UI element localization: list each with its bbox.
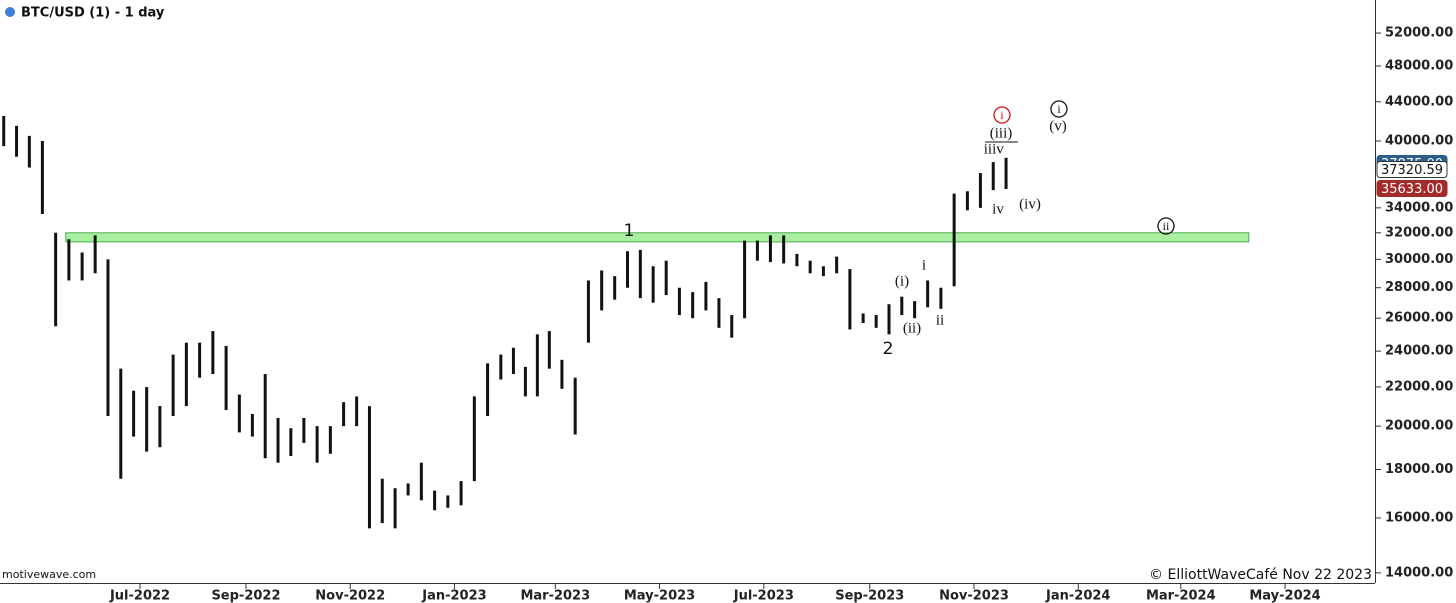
x-tick-label: Jul-2023 [733, 589, 794, 603]
x-tick-label: Nov-2022 [315, 589, 385, 603]
y-tick-label: 14000.00 [1385, 565, 1453, 580]
x-tick-label: Mar-2023 [520, 589, 590, 603]
y-tick-label: 16000.00 [1385, 510, 1453, 525]
wave-label: (iv) [1019, 196, 1041, 212]
wave-circle [1157, 217, 1175, 235]
wave-label: (v) [1049, 118, 1067, 134]
source: motivewave.com [2, 568, 96, 581]
y-tick-label: 48000.00 [1385, 58, 1453, 73]
y-tick-label: 34000.00 [1385, 200, 1453, 215]
y-tick-label: 18000.00 [1385, 462, 1453, 477]
y-tick-label: 28000.00 [1385, 280, 1453, 295]
y-tick-label: 24000.00 [1385, 344, 1453, 359]
x-tick-label: Sep-2022 [211, 589, 280, 603]
wave-label: i [1000, 108, 1004, 122]
wave-label: (i) [895, 273, 909, 289]
plot-area [2, 116, 1250, 529]
x-tick-label: Jan-2023 [421, 589, 486, 603]
wave-label: (iii) [990, 125, 1013, 141]
symbol-dot [5, 7, 15, 17]
price-label: 35633.00 [1381, 182, 1443, 197]
chart-title: BTC/USD (1) - 1 day [21, 6, 165, 21]
y-tick-label: 30000.00 [1385, 252, 1453, 267]
y-tick-label: 44000.00 [1385, 94, 1453, 109]
y-tick-label: 52000.00 [1385, 26, 1453, 41]
wave-label: iii [984, 141, 997, 157]
credit: © ElliottWaveCafé Nov 22 2023 [1149, 567, 1372, 583]
x-tick-label: Nov-2023 [939, 589, 1009, 603]
wave-label: 2 [883, 339, 894, 359]
x-tick-label: May-2024 [1249, 589, 1320, 603]
x-tick-label: Jul-2022 [109, 589, 170, 603]
y-tick-label: 26000.00 [1385, 311, 1453, 326]
price-label-box [1376, 161, 1448, 179]
x-tick-label: May-2023 [624, 589, 695, 603]
wave-label: v [996, 141, 1004, 157]
wave-label: iv [992, 201, 1004, 217]
price-label-box [1376, 180, 1448, 198]
wave-label: 1 [624, 221, 635, 241]
resistance-zone [65, 232, 1250, 243]
wave-label: ii [1163, 219, 1170, 233]
wave-label: ii [936, 312, 944, 328]
wave-circle [1050, 100, 1068, 118]
x-tick-label: Sep-2023 [835, 589, 904, 603]
y-tick-label: 32000.00 [1385, 225, 1453, 240]
wave-label: (ii) [903, 320, 921, 336]
wave-label: i [922, 257, 926, 273]
x-tick-label: Mar-2024 [1146, 589, 1216, 603]
y-tick-label: 40000.00 [1385, 133, 1453, 148]
price-label: 37320.59 [1381, 163, 1443, 178]
y-tick-label: 22000.00 [1385, 379, 1453, 394]
y-tick-label: 20000.00 [1385, 419, 1453, 434]
wave-label: i [1057, 102, 1061, 116]
x-tick-label: Jan-2024 [1045, 589, 1110, 603]
wave-circle [993, 106, 1011, 124]
